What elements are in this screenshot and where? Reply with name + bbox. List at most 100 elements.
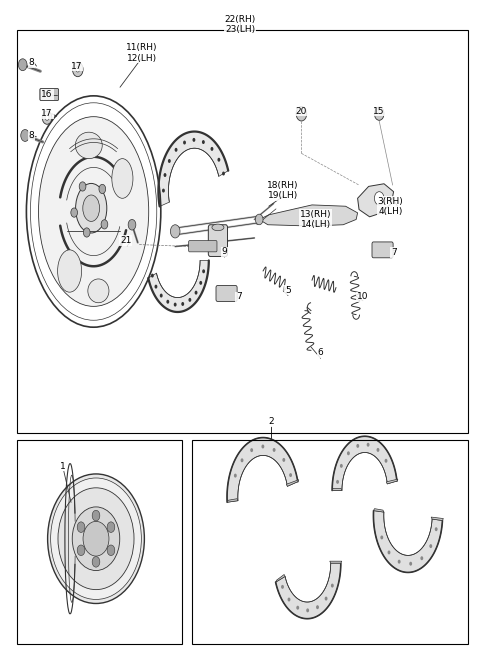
Circle shape — [262, 445, 264, 449]
Circle shape — [183, 141, 186, 145]
Circle shape — [380, 535, 383, 539]
Circle shape — [45, 115, 49, 120]
Circle shape — [255, 214, 263, 225]
Ellipse shape — [75, 132, 102, 159]
Circle shape — [155, 285, 157, 289]
Polygon shape — [227, 498, 238, 502]
Ellipse shape — [58, 488, 134, 590]
Ellipse shape — [83, 522, 109, 556]
Polygon shape — [332, 488, 342, 490]
Bar — [17, 30, 468, 433]
Circle shape — [101, 219, 108, 229]
Polygon shape — [386, 479, 398, 484]
Circle shape — [234, 474, 237, 478]
Circle shape — [42, 111, 52, 124]
Bar — [192, 440, 468, 644]
Circle shape — [217, 158, 220, 162]
Text: 13(RH)
14(LH): 13(RH) 14(LH) — [300, 210, 332, 229]
Polygon shape — [227, 438, 298, 502]
Circle shape — [99, 184, 106, 194]
Circle shape — [374, 192, 384, 205]
Ellipse shape — [48, 474, 144, 603]
Circle shape — [409, 562, 412, 566]
Ellipse shape — [38, 116, 149, 306]
Circle shape — [77, 545, 85, 555]
Text: 17: 17 — [71, 61, 83, 71]
Circle shape — [296, 605, 299, 609]
Text: 3(RH)
4(LH): 3(RH) 4(LH) — [377, 196, 403, 216]
Circle shape — [222, 172, 225, 176]
Circle shape — [128, 219, 136, 230]
Text: 7: 7 — [236, 292, 242, 301]
Polygon shape — [158, 132, 228, 206]
Text: 1: 1 — [60, 461, 65, 471]
Circle shape — [42, 92, 46, 97]
Circle shape — [92, 510, 100, 521]
Text: 8: 8 — [28, 131, 34, 140]
Circle shape — [181, 302, 184, 306]
Polygon shape — [330, 561, 342, 563]
Polygon shape — [276, 574, 285, 582]
Circle shape — [306, 608, 309, 612]
Polygon shape — [276, 563, 341, 619]
Text: 6: 6 — [318, 348, 324, 358]
Circle shape — [79, 182, 86, 191]
Circle shape — [162, 188, 165, 192]
Circle shape — [84, 228, 90, 237]
Text: 2: 2 — [268, 417, 274, 426]
Circle shape — [76, 67, 80, 72]
Text: 17: 17 — [41, 109, 53, 118]
Circle shape — [420, 557, 423, 561]
Text: 5: 5 — [285, 286, 291, 295]
Ellipse shape — [112, 159, 133, 198]
Circle shape — [240, 458, 243, 462]
Circle shape — [211, 147, 214, 151]
Ellipse shape — [83, 195, 100, 221]
Polygon shape — [332, 436, 397, 490]
Ellipse shape — [75, 183, 107, 233]
Ellipse shape — [58, 250, 82, 292]
Text: 10: 10 — [357, 292, 368, 301]
Circle shape — [282, 458, 285, 462]
Bar — [17, 440, 182, 644]
Circle shape — [168, 159, 171, 163]
Circle shape — [170, 225, 180, 238]
Circle shape — [288, 598, 290, 602]
Polygon shape — [358, 184, 394, 217]
Polygon shape — [431, 517, 444, 520]
Text: 21: 21 — [120, 236, 132, 245]
Circle shape — [21, 130, 29, 141]
Circle shape — [376, 448, 379, 452]
Circle shape — [107, 522, 115, 533]
Circle shape — [347, 451, 350, 455]
Circle shape — [107, 545, 115, 555]
Circle shape — [202, 140, 205, 144]
Text: 7: 7 — [391, 248, 396, 257]
Circle shape — [167, 299, 169, 303]
Circle shape — [192, 138, 195, 142]
Circle shape — [164, 173, 167, 177]
Circle shape — [316, 605, 319, 609]
Circle shape — [384, 459, 387, 463]
Circle shape — [398, 560, 401, 564]
Circle shape — [151, 274, 154, 278]
Text: 18(RH)
19(LH): 18(RH) 19(LH) — [267, 180, 299, 200]
Circle shape — [289, 473, 292, 477]
Polygon shape — [373, 511, 443, 572]
Circle shape — [281, 585, 284, 589]
Circle shape — [336, 480, 339, 484]
Text: 15: 15 — [373, 106, 385, 116]
FancyBboxPatch shape — [372, 242, 393, 258]
Ellipse shape — [51, 478, 142, 600]
Ellipse shape — [72, 507, 120, 570]
Circle shape — [160, 293, 163, 297]
FancyBboxPatch shape — [40, 89, 59, 100]
Text: 8: 8 — [28, 58, 34, 67]
Circle shape — [199, 281, 202, 285]
Circle shape — [296, 106, 307, 121]
Polygon shape — [287, 480, 299, 486]
Circle shape — [202, 269, 205, 273]
Circle shape — [174, 303, 177, 307]
FancyBboxPatch shape — [216, 286, 237, 301]
Ellipse shape — [212, 224, 224, 231]
